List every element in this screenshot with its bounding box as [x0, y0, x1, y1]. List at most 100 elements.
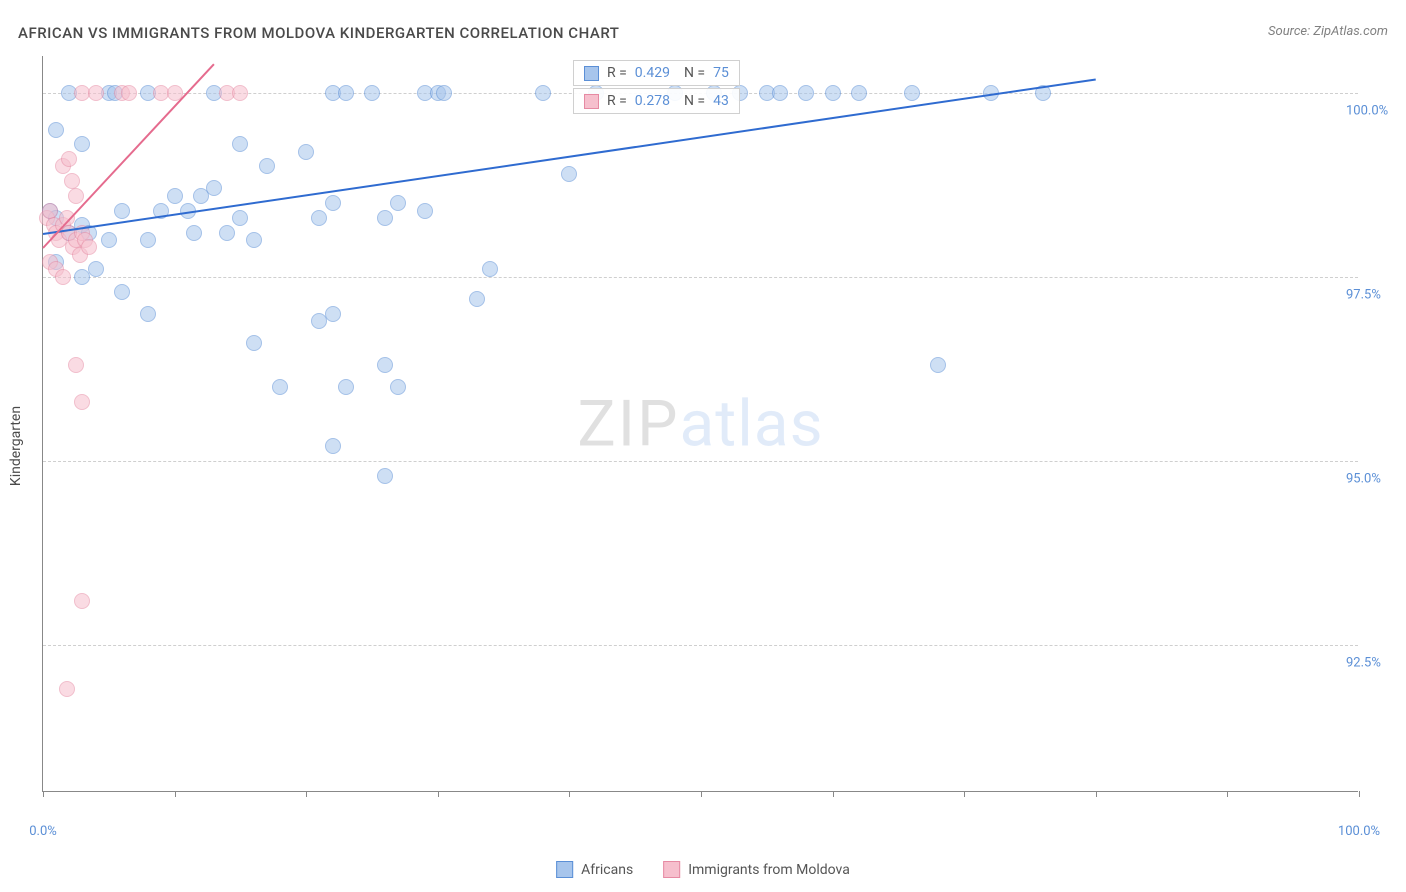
scatter-point-africans [904, 85, 920, 101]
scatter-point-africans [101, 232, 117, 248]
x-tick [701, 791, 702, 797]
x-tick [175, 791, 176, 797]
scatter-point-moldova [59, 681, 75, 697]
scatter-point-africans [311, 210, 327, 226]
legend-swatch-icon [663, 861, 680, 878]
scatter-point-africans [88, 261, 104, 277]
x-tick [569, 791, 570, 797]
scatter-point-africans [798, 85, 814, 101]
scatter-point-africans [825, 85, 841, 101]
scatter-point-africans [390, 379, 406, 395]
stats-r-label: R = [607, 65, 627, 81]
scatter-point-africans [219, 225, 235, 241]
legend-item-africans: Africans [556, 861, 633, 878]
stats-box-moldova: R = 0.278 N = 43 [573, 88, 740, 114]
y-axis-title: Kindergarten [8, 406, 24, 486]
scatter-point-africans [851, 85, 867, 101]
y-tick-label: 97.5% [1346, 287, 1406, 302]
scatter-point-africans [74, 136, 90, 152]
scatter-point-africans [246, 335, 262, 351]
scatter-point-africans [377, 210, 393, 226]
scatter-point-moldova [68, 357, 84, 373]
scatter-point-africans [930, 357, 946, 373]
scatter-point-africans [232, 136, 248, 152]
source-attribution: Source: ZipAtlas.com [1268, 24, 1388, 39]
y-tick-label: 100.0% [1346, 103, 1406, 118]
scatter-point-moldova [232, 85, 248, 101]
scatter-point-africans [377, 468, 393, 484]
scatter-point-africans [114, 203, 130, 219]
scatter-point-moldova [74, 593, 90, 609]
x-tick [438, 791, 439, 797]
scatter-point-africans [167, 188, 183, 204]
scatter-point-africans [338, 379, 354, 395]
scatter-point-moldova [42, 203, 58, 219]
gridline [43, 277, 1358, 278]
stats-n-label: N = [684, 65, 705, 81]
trend-line-africans [43, 78, 1096, 235]
legend-label: Africans [581, 862, 633, 878]
scatter-point-moldova [68, 188, 84, 204]
scatter-point-moldova [55, 269, 71, 285]
stats-n-label: N = [684, 93, 705, 109]
x-tick [1227, 791, 1228, 797]
scatter-point-africans [338, 85, 354, 101]
scatter-point-africans [298, 144, 314, 160]
stats-swatch-icon [584, 94, 599, 109]
plot-area: 92.5%95.0%97.5%100.0%0.0%100.0%ZIPatlasR… [42, 56, 1358, 792]
stats-r-label: R = [607, 93, 627, 109]
y-tick-label: 92.5% [1346, 655, 1406, 670]
scatter-point-africans [772, 85, 788, 101]
x-tick-label: 100.0% [1338, 824, 1380, 839]
scatter-point-africans [390, 195, 406, 211]
gridline [43, 461, 1358, 462]
x-tick [306, 791, 307, 797]
scatter-point-africans [232, 210, 248, 226]
legend: Africans Immigrants from Moldova [556, 861, 850, 878]
scatter-point-moldova [64, 173, 80, 189]
scatter-point-africans [325, 438, 341, 454]
stats-r-value: 0.278 [635, 93, 670, 109]
x-tick-label: 0.0% [29, 824, 57, 839]
scatter-point-africans [535, 85, 551, 101]
scatter-point-africans [482, 261, 498, 277]
scatter-point-moldova [61, 151, 77, 167]
legend-label: Immigrants from Moldova [688, 862, 850, 878]
stats-n-value: 43 [713, 93, 729, 109]
x-tick [833, 791, 834, 797]
x-tick [964, 791, 965, 797]
legend-swatch-icon [556, 861, 573, 878]
scatter-point-africans [186, 225, 202, 241]
scatter-point-africans [140, 306, 156, 322]
y-tick-label: 95.0% [1346, 471, 1406, 486]
scatter-point-africans [469, 291, 485, 307]
stats-n-value: 75 [713, 65, 729, 81]
scatter-point-africans [246, 232, 262, 248]
scatter-point-moldova [121, 85, 137, 101]
scatter-point-moldova [81, 239, 97, 255]
scatter-point-africans [140, 232, 156, 248]
legend-item-moldova: Immigrants from Moldova [663, 861, 850, 878]
scatter-point-africans [436, 85, 452, 101]
gridline [43, 645, 1358, 646]
scatter-point-moldova [74, 394, 90, 410]
scatter-point-africans [417, 203, 433, 219]
scatter-point-moldova [88, 85, 104, 101]
scatter-point-africans [325, 306, 341, 322]
scatter-point-africans [272, 379, 288, 395]
scatter-point-africans [259, 158, 275, 174]
stats-box-africans: R = 0.429 N = 75 [573, 60, 740, 86]
scatter-point-africans [377, 357, 393, 373]
chart-title: AFRICAN VS IMMIGRANTS FROM MOLDOVA KINDE… [18, 24, 619, 42]
x-tick [1096, 791, 1097, 797]
stats-swatch-icon [584, 66, 599, 81]
stats-r-value: 0.429 [635, 65, 670, 81]
scatter-point-africans [325, 195, 341, 211]
scatter-point-africans [114, 284, 130, 300]
scatter-point-africans [364, 85, 380, 101]
x-tick [43, 791, 44, 797]
scatter-point-africans [48, 122, 64, 138]
scatter-point-africans [193, 188, 209, 204]
scatter-point-africans [561, 166, 577, 182]
x-tick [1359, 791, 1360, 797]
